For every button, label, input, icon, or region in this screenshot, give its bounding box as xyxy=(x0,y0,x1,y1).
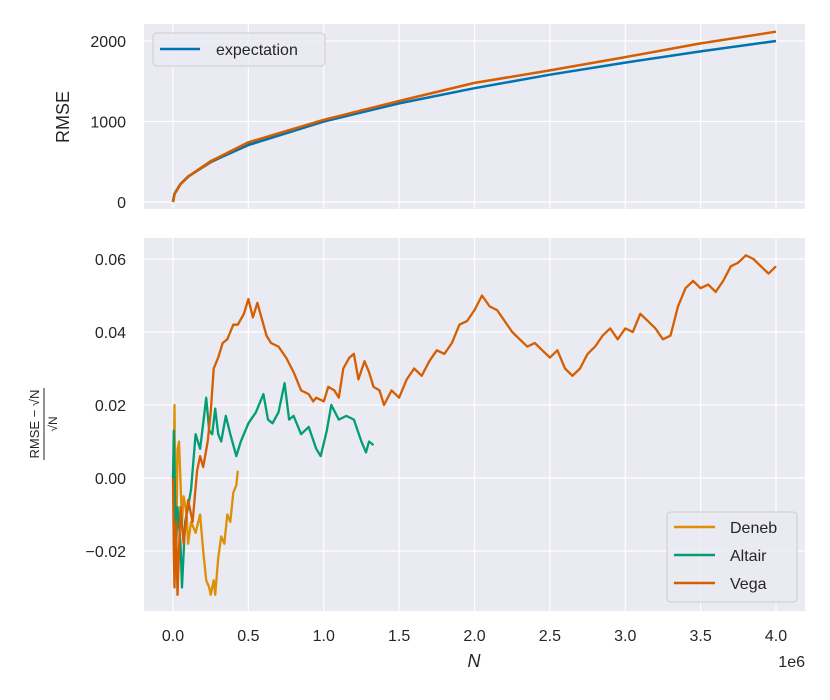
x-tick-label: 4.0 xyxy=(765,628,787,645)
bottom-series xyxy=(171,254,777,596)
x-tick-label: 3.5 xyxy=(690,628,712,645)
x-tick-label: 1.0 xyxy=(313,628,335,645)
y-tick-label: 0.06 xyxy=(95,252,126,269)
x-tick-label: 0.0 xyxy=(162,628,184,645)
y-tick-label: −0.02 xyxy=(86,544,127,561)
legend-vega-label: Vega xyxy=(730,576,767,593)
y-label-numerator: RMSE − √N xyxy=(27,390,42,459)
legend-expectation-label: expectation xyxy=(216,42,298,59)
legend-deneb-label: Deneb xyxy=(730,520,777,537)
y-tick-label: 0.02 xyxy=(95,398,126,415)
series-vega-line xyxy=(171,254,777,596)
y-tick-label: 0.00 xyxy=(95,471,126,488)
x-tick-label: 1.5 xyxy=(388,628,410,645)
y-tick-label: 0.04 xyxy=(95,325,126,342)
top-y-axis-label: RMSE xyxy=(53,91,73,143)
y-label-denominator: √N xyxy=(46,416,60,431)
bottom-gridlines xyxy=(144,238,805,611)
top-legend-box xyxy=(152,32,326,67)
x-tick-label: 2.5 xyxy=(539,628,561,645)
bottom-y-tick-labels: −0.02 0.00 0.02 0.04 0.06 xyxy=(86,252,127,561)
x-tick-label: 2.0 xyxy=(463,628,485,645)
bottom-legend: Deneb Altair Vega xyxy=(666,511,798,603)
bottom-legend-box xyxy=(666,511,798,603)
top-series xyxy=(171,30,777,203)
x-tick-label: 3.0 xyxy=(614,628,636,645)
y-tick-label: 0 xyxy=(117,195,126,212)
x-axis-offset-label: 1e6 xyxy=(778,654,805,671)
bottom-axes: −0.02 0.00 0.02 0.04 0.06 0.0 0.5 1.0 1.5 2.0 2.5… xyxy=(27,238,805,671)
y-tick-label: 2000 xyxy=(90,34,126,51)
x-tick-label: 0.5 xyxy=(237,628,259,645)
x-tick-labels: 0.0 0.5 1.0 1.5 2.0 2.5 3.0 3.5 4.0 xyxy=(162,628,787,645)
top-axes: 0 1000 2000 RMSE expectation xyxy=(53,24,805,212)
top-y-tick-labels: 0 1000 2000 xyxy=(90,34,126,212)
x-axis-label: N xyxy=(468,651,482,671)
legend-altair-label: Altair xyxy=(730,548,767,565)
top-legend: expectation xyxy=(152,32,326,67)
y-tick-label: 1000 xyxy=(90,115,126,132)
bottom-y-axis-label: RMSE − √N √N xyxy=(27,388,60,460)
series-vega-line xyxy=(171,30,777,203)
